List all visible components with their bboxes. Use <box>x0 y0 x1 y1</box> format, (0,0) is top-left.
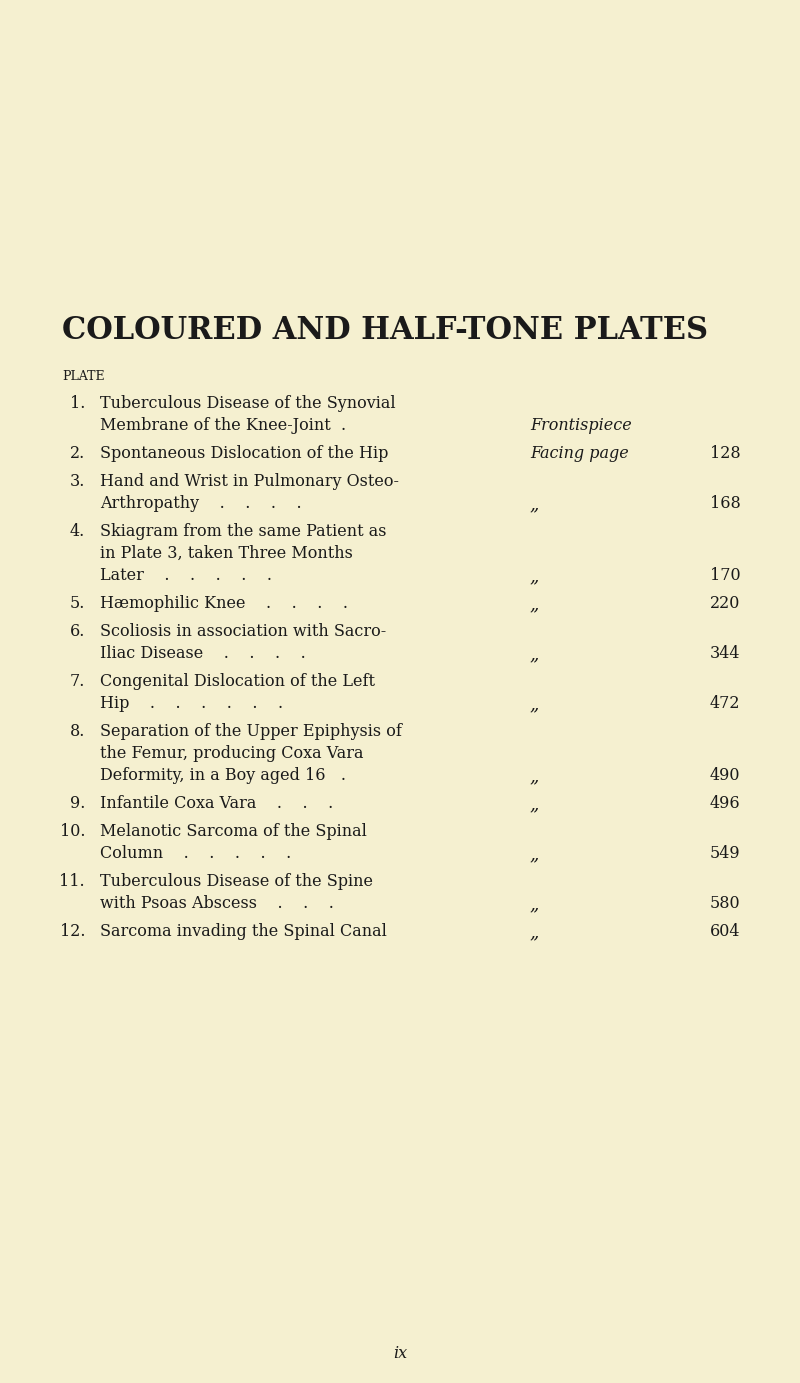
Text: Spontaneous Dislocation of the Hip: Spontaneous Dislocation of the Hip <box>100 445 388 462</box>
Text: 490: 490 <box>710 768 741 784</box>
Text: Sarcoma invading the Spinal Canal: Sarcoma invading the Spinal Canal <box>100 922 387 940</box>
Text: „: „ <box>530 922 539 940</box>
Text: „: „ <box>530 768 539 786</box>
Text: 12.: 12. <box>59 922 85 940</box>
Text: with Psoas Abscess    .    .    .: with Psoas Abscess . . . <box>100 895 334 911</box>
Text: 580: 580 <box>710 895 741 911</box>
Text: Iliac Disease    .    .    .    .: Iliac Disease . . . . <box>100 644 306 662</box>
Text: Tuberculous Disease of the Synovial: Tuberculous Disease of the Synovial <box>100 396 396 412</box>
Text: PLATE: PLATE <box>62 371 105 383</box>
Text: 10.: 10. <box>59 823 85 839</box>
Text: Tuberculous Disease of the Spine: Tuberculous Disease of the Spine <box>100 873 373 891</box>
Text: „: „ <box>530 567 539 585</box>
Text: the Femur, producing Coxa Vara: the Femur, producing Coxa Vara <box>100 745 363 762</box>
Text: Deformity, in a Boy aged 16   .: Deformity, in a Boy aged 16 . <box>100 768 346 784</box>
Text: 11.: 11. <box>59 873 85 891</box>
Text: „: „ <box>530 696 539 714</box>
Text: Hæmophilic Knee    .    .    .    .: Hæmophilic Knee . . . . <box>100 595 348 613</box>
Text: Scoliosis in association with Sacro-: Scoliosis in association with Sacro- <box>100 622 386 640</box>
Text: in Plate 3, taken Three Months: in Plate 3, taken Three Months <box>100 545 353 561</box>
Text: „: „ <box>530 845 539 863</box>
Text: 7.: 7. <box>70 674 85 690</box>
Text: 168: 168 <box>710 495 741 512</box>
Text: 3.: 3. <box>70 473 85 490</box>
Text: 2.: 2. <box>70 445 85 462</box>
Text: Skiagram from the same Patient as: Skiagram from the same Patient as <box>100 523 386 539</box>
Text: 9.: 9. <box>70 795 85 812</box>
Text: „: „ <box>530 895 539 913</box>
Text: Melanotic Sarcoma of the Spinal: Melanotic Sarcoma of the Spinal <box>100 823 367 839</box>
Text: „: „ <box>530 595 539 613</box>
Text: Column    .    .    .    .    .: Column . . . . . <box>100 845 291 862</box>
Text: 496: 496 <box>710 795 741 812</box>
Text: Facing page: Facing page <box>530 445 629 462</box>
Text: 8.: 8. <box>70 723 85 740</box>
Text: „: „ <box>530 795 539 813</box>
Text: 549: 549 <box>710 845 741 862</box>
Text: Later    .    .    .    .    .: Later . . . . . <box>100 567 272 584</box>
Text: ix: ix <box>393 1346 407 1362</box>
Text: „: „ <box>530 495 539 513</box>
Text: 344: 344 <box>710 644 741 662</box>
Text: Arthropathy    .    .    .    .: Arthropathy . . . . <box>100 495 302 512</box>
Text: 604: 604 <box>710 922 741 940</box>
Text: Hand and Wrist in Pulmonary Osteo-: Hand and Wrist in Pulmonary Osteo- <box>100 473 399 490</box>
Text: Membrane of the Knee-Joint  .: Membrane of the Knee-Joint . <box>100 418 346 434</box>
Text: Frontispiece: Frontispiece <box>530 418 632 434</box>
Text: 4.: 4. <box>70 523 85 539</box>
Text: 6.: 6. <box>70 622 85 640</box>
Text: Infantile Coxa Vara    .    .    .: Infantile Coxa Vara . . . <box>100 795 334 812</box>
Text: Congenital Dislocation of the Left: Congenital Dislocation of the Left <box>100 674 375 690</box>
Text: Separation of the Upper Epiphysis of: Separation of the Upper Epiphysis of <box>100 723 402 740</box>
Text: 170: 170 <box>710 567 741 584</box>
Text: 128: 128 <box>710 445 741 462</box>
Text: 472: 472 <box>710 696 741 712</box>
Text: COLOURED AND HALF-TONE PLATES: COLOURED AND HALF-TONE PLATES <box>62 315 708 346</box>
Text: 5.: 5. <box>70 595 85 613</box>
Text: 1.: 1. <box>70 396 85 412</box>
Text: „: „ <box>530 644 539 662</box>
Text: 220: 220 <box>710 595 740 613</box>
Text: Hip    .    .    .    .    .    .: Hip . . . . . . <box>100 696 283 712</box>
